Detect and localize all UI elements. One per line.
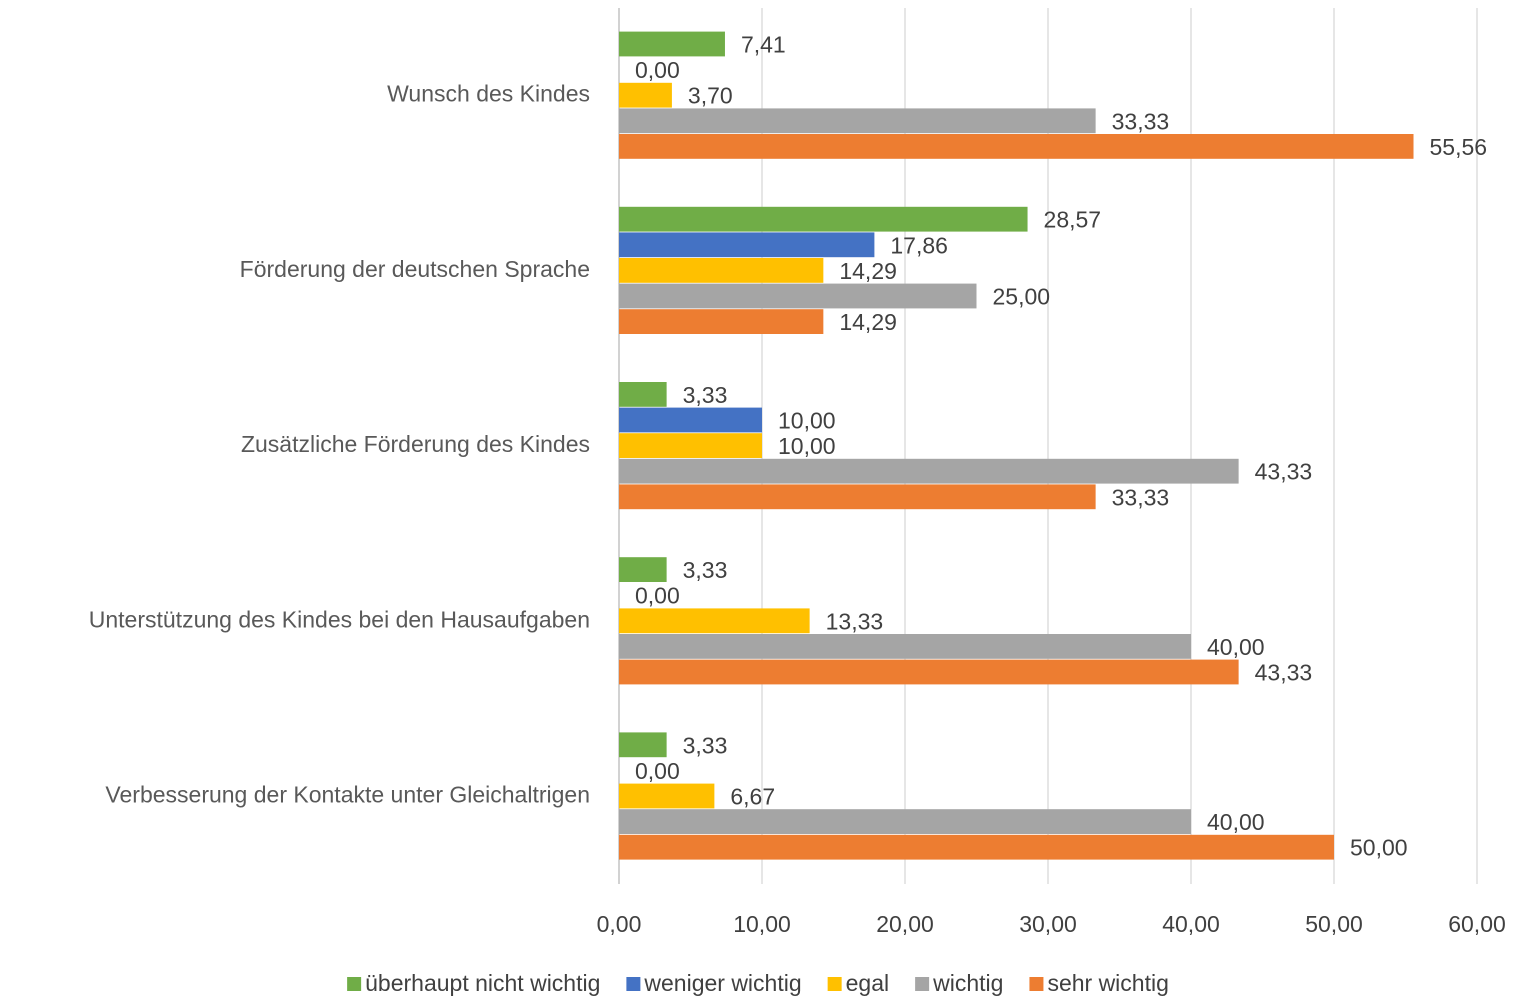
data-label: 14,29	[839, 258, 897, 284]
bar	[619, 82, 672, 108]
legend-swatch	[827, 977, 842, 991]
bar	[619, 608, 810, 634]
category-label: Förderung der deutschen Sprache	[240, 256, 590, 282]
bar	[619, 557, 667, 582]
category-label: Verbesserung der Kontakte unter Gleichal…	[105, 781, 590, 807]
data-label: 43,33	[1255, 459, 1313, 485]
data-label: 50,00	[1350, 835, 1408, 861]
data-label: 3,33	[683, 732, 728, 758]
data-label: 0,00	[635, 57, 680, 83]
bar	[619, 659, 1239, 685]
bar	[619, 108, 1096, 134]
bar	[619, 407, 762, 433]
bar	[619, 458, 1239, 484]
bar	[619, 809, 1191, 834]
bar	[619, 484, 1096, 510]
bar	[619, 309, 824, 334]
category-label: Unterstützung des Kindes bei den Hausauf…	[89, 606, 590, 632]
category-label: Wunsch des Kindes	[387, 81, 590, 107]
data-label: 3,70	[688, 83, 733, 109]
data-label: 40,00	[1207, 634, 1265, 660]
x-tick-label: 60,00	[1448, 911, 1506, 937]
legend-label: weniger wichtig	[643, 970, 801, 996]
bar	[619, 382, 667, 407]
x-tick-label: 30,00	[1019, 911, 1077, 937]
data-label: 10,00	[778, 407, 836, 433]
data-label: 25,00	[993, 283, 1051, 309]
x-tick-label: 0,00	[597, 911, 642, 937]
bar	[619, 206, 1028, 232]
legend-label: überhaupt nicht wichtig	[365, 970, 600, 996]
bar	[619, 634, 1191, 659]
data-label: 3,33	[683, 382, 728, 408]
x-tick-label: 40,00	[1162, 911, 1220, 937]
x-tick-label: 10,00	[733, 911, 791, 937]
legend-swatch	[626, 977, 641, 991]
bar	[619, 732, 667, 758]
data-label: 10,00	[778, 433, 836, 459]
category-label: Zusätzliche Förderung des Kindes	[241, 431, 590, 457]
data-label: 13,33	[826, 608, 884, 634]
x-tick-label: 20,00	[876, 911, 934, 937]
bar	[619, 232, 875, 258]
bar	[619, 134, 1414, 159]
legend-label: sehr wichtig	[1047, 970, 1168, 996]
data-label: 7,41	[741, 31, 786, 57]
data-label: 40,00	[1207, 809, 1265, 835]
data-label: 33,33	[1112, 108, 1170, 134]
data-label: 55,56	[1430, 134, 1488, 160]
legend-swatch	[1029, 977, 1044, 991]
bar	[619, 433, 762, 458]
bar	[619, 834, 1334, 860]
data-label: 0,00	[635, 583, 680, 609]
data-label: 3,33	[683, 557, 728, 583]
legend-label: egal	[846, 970, 889, 996]
bar	[619, 283, 977, 309]
legend-swatch	[347, 977, 362, 991]
data-label: 28,57	[1044, 207, 1102, 233]
bar	[619, 258, 824, 283]
bar	[619, 31, 725, 57]
data-label: 0,00	[635, 758, 680, 784]
data-label: 17,86	[890, 232, 948, 258]
data-label: 14,29	[839, 309, 897, 335]
data-label: 6,67	[730, 783, 775, 809]
bar	[619, 783, 715, 809]
data-label: 43,33	[1255, 659, 1313, 685]
data-label: 33,33	[1112, 484, 1170, 510]
legend-swatch	[915, 977, 930, 991]
x-tick-label: 50,00	[1305, 911, 1363, 937]
legend-label: wichtig	[932, 970, 1003, 996]
